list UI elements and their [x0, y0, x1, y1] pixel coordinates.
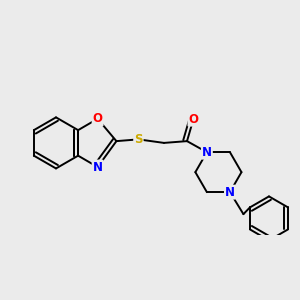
Text: S: S	[134, 133, 143, 146]
Text: O: O	[93, 112, 103, 125]
Text: N: N	[202, 146, 212, 159]
Text: N: N	[93, 160, 103, 173]
Text: N: N	[225, 186, 235, 199]
Text: O: O	[188, 112, 198, 126]
